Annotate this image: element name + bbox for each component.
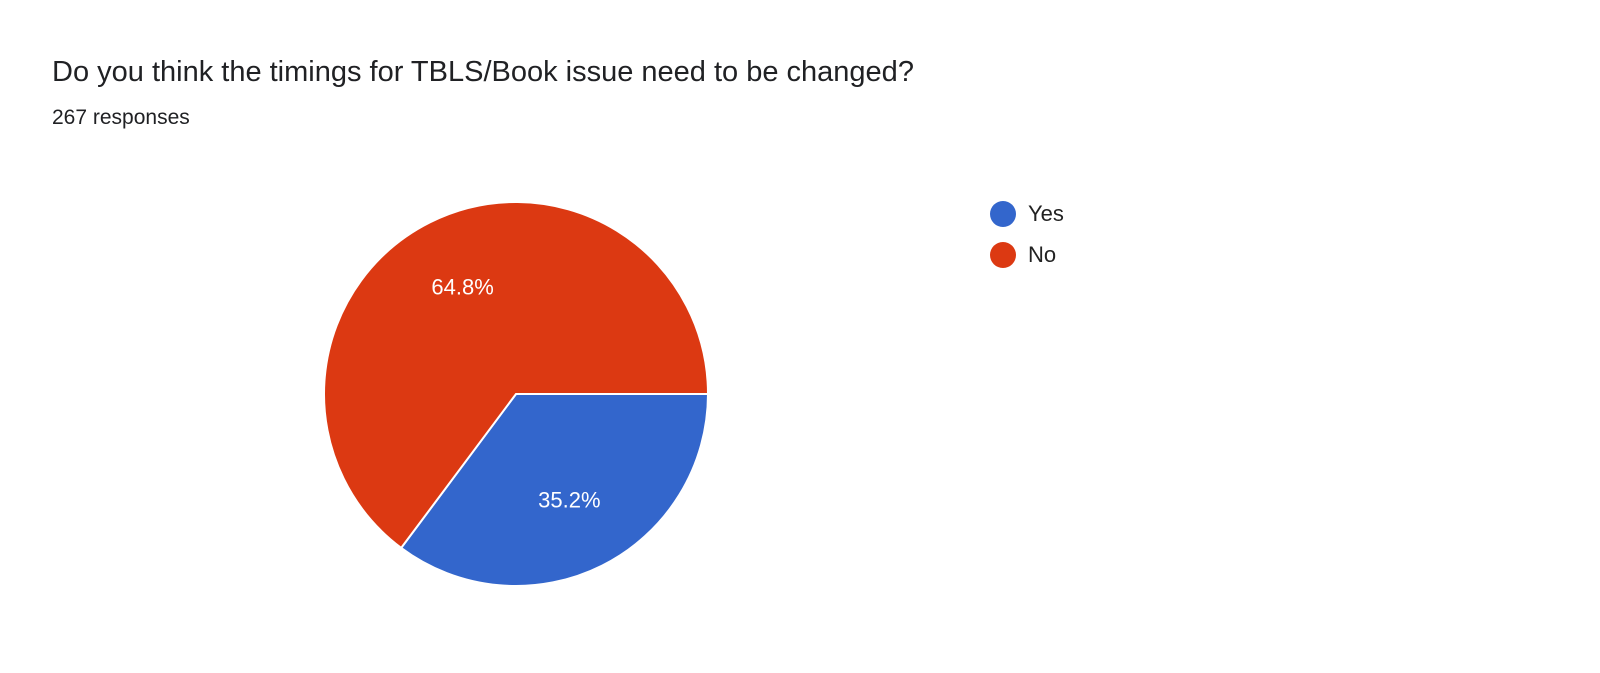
slice-label: 64.8% [431,275,493,300]
legend-label: No [1028,242,1057,267]
legend-dot-icon [990,201,1016,227]
pie-slice-no[interactable] [323,201,710,550]
legend-item-no[interactable]: No [990,241,1056,269]
legend-dot-icon [990,242,1016,268]
slice-label: 35.2% [538,487,600,512]
chart-title: Do you think the timings for TBLS/Book i… [52,56,914,88]
legend-label: Yes [1028,201,1064,226]
pie-slice-yes[interactable] [399,393,710,587]
response-count: 267 responses [52,106,190,129]
legend-item-yes[interactable]: Yes [990,200,1064,228]
